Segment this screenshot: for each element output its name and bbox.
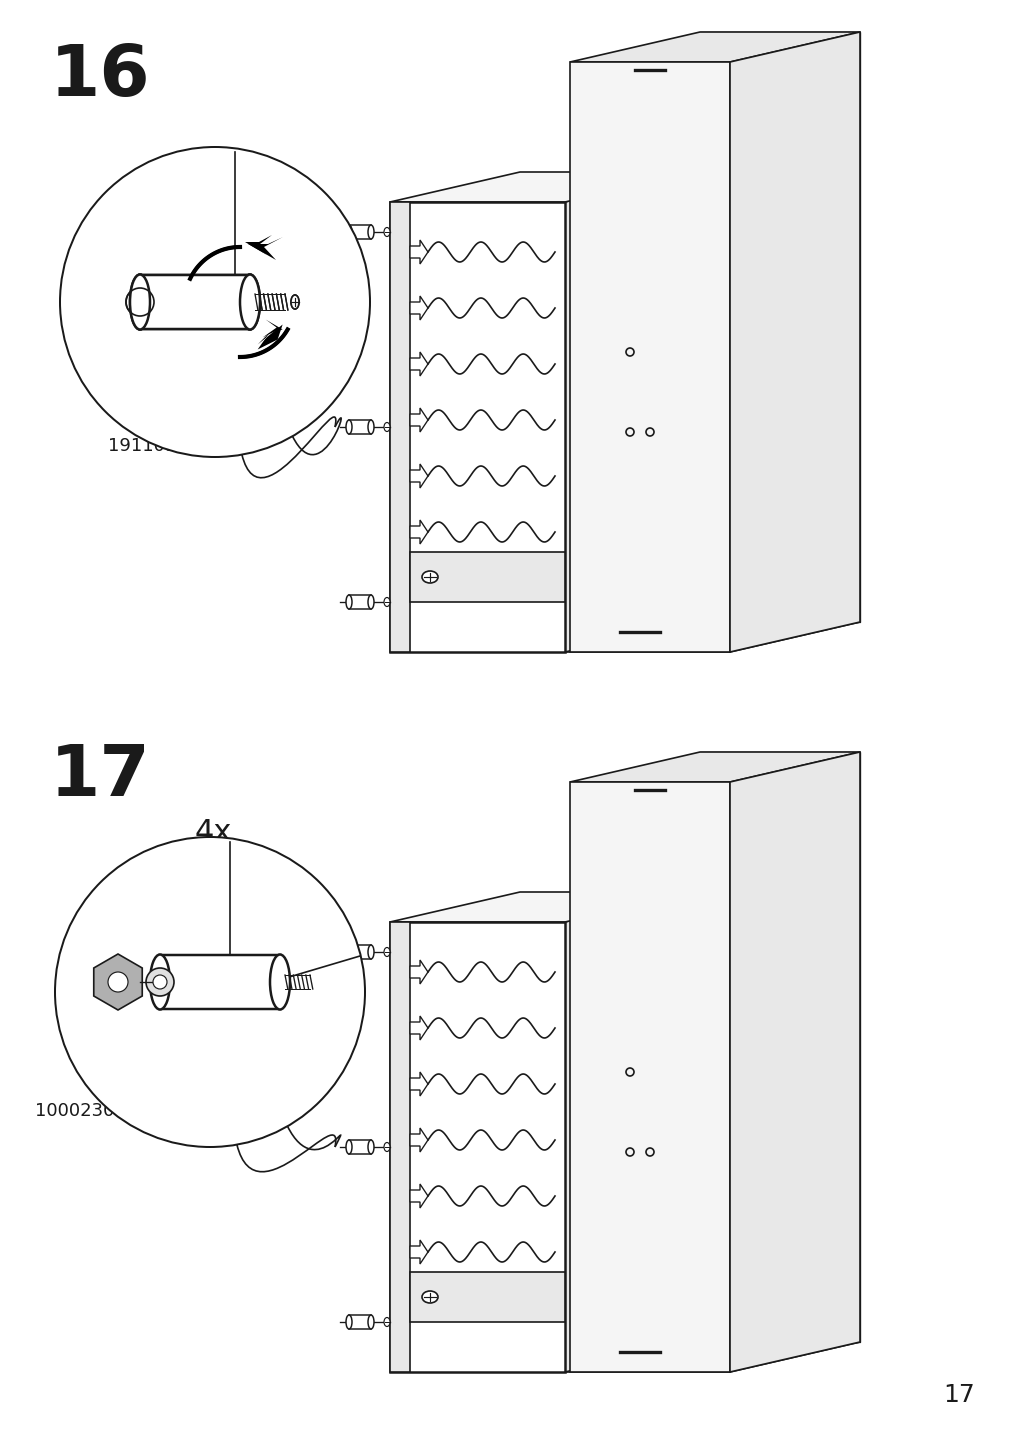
Ellipse shape — [150, 955, 170, 1010]
Text: 17: 17 — [942, 1383, 974, 1408]
Text: 17: 17 — [50, 742, 151, 811]
Text: 4x: 4x — [200, 147, 238, 176]
Circle shape — [153, 975, 167, 990]
Text: 191109: 191109 — [155, 1103, 223, 1120]
Ellipse shape — [368, 596, 374, 609]
Polygon shape — [409, 520, 428, 544]
Polygon shape — [349, 945, 371, 959]
Ellipse shape — [368, 420, 374, 434]
Polygon shape — [140, 275, 250, 329]
Ellipse shape — [383, 1143, 389, 1151]
Ellipse shape — [346, 1315, 352, 1329]
Circle shape — [146, 968, 174, 997]
Polygon shape — [409, 352, 428, 377]
Text: 191109: 191109 — [108, 437, 176, 455]
Ellipse shape — [346, 596, 352, 609]
Ellipse shape — [368, 1315, 374, 1329]
Ellipse shape — [129, 275, 150, 329]
Ellipse shape — [383, 422, 389, 431]
Ellipse shape — [240, 275, 260, 329]
Polygon shape — [569, 752, 859, 782]
Text: 10002300: 10002300 — [35, 1103, 125, 1120]
Text: 4x: 4x — [195, 818, 233, 846]
Polygon shape — [409, 1015, 428, 1040]
Ellipse shape — [383, 228, 389, 236]
Polygon shape — [700, 32, 859, 621]
Polygon shape — [263, 319, 282, 338]
Polygon shape — [94, 954, 143, 1010]
Ellipse shape — [383, 597, 389, 607]
Polygon shape — [389, 172, 695, 202]
Ellipse shape — [368, 945, 374, 959]
Ellipse shape — [422, 571, 438, 583]
Polygon shape — [389, 202, 564, 652]
Polygon shape — [409, 241, 428, 263]
Polygon shape — [349, 596, 371, 609]
Circle shape — [108, 972, 127, 992]
Polygon shape — [389, 892, 695, 922]
Polygon shape — [729, 32, 859, 652]
Polygon shape — [409, 464, 428, 488]
Polygon shape — [349, 1315, 371, 1329]
Polygon shape — [569, 782, 729, 1372]
Polygon shape — [700, 752, 859, 1342]
Polygon shape — [258, 325, 282, 349]
Circle shape — [55, 836, 365, 1147]
Polygon shape — [349, 420, 371, 434]
Polygon shape — [409, 408, 428, 432]
Polygon shape — [160, 955, 280, 1010]
Ellipse shape — [346, 1140, 352, 1154]
Polygon shape — [409, 1272, 564, 1322]
Polygon shape — [389, 621, 859, 652]
Ellipse shape — [129, 275, 150, 329]
Circle shape — [60, 147, 370, 457]
Polygon shape — [389, 202, 409, 652]
Ellipse shape — [291, 295, 298, 309]
Ellipse shape — [346, 945, 352, 959]
Ellipse shape — [368, 225, 374, 239]
Text: 16: 16 — [50, 42, 151, 112]
Polygon shape — [389, 922, 564, 1372]
Ellipse shape — [240, 275, 260, 329]
Ellipse shape — [368, 1140, 374, 1154]
Polygon shape — [389, 922, 409, 1372]
Polygon shape — [409, 1240, 428, 1264]
Polygon shape — [564, 892, 695, 1372]
Ellipse shape — [291, 295, 298, 309]
Polygon shape — [409, 551, 564, 601]
Ellipse shape — [346, 225, 352, 239]
Ellipse shape — [422, 1292, 438, 1303]
Polygon shape — [248, 238, 283, 261]
Polygon shape — [569, 32, 859, 62]
Polygon shape — [409, 1184, 428, 1209]
Ellipse shape — [383, 1317, 389, 1326]
Polygon shape — [409, 1128, 428, 1151]
Polygon shape — [349, 1140, 371, 1154]
Polygon shape — [409, 296, 428, 319]
Polygon shape — [564, 172, 695, 652]
Polygon shape — [349, 225, 371, 239]
Ellipse shape — [270, 955, 290, 1010]
Polygon shape — [729, 752, 859, 1372]
Polygon shape — [245, 235, 272, 255]
Ellipse shape — [346, 420, 352, 434]
Ellipse shape — [383, 948, 389, 957]
Polygon shape — [389, 1342, 859, 1372]
Polygon shape — [569, 62, 729, 652]
Polygon shape — [409, 1073, 428, 1095]
Polygon shape — [140, 275, 250, 329]
Polygon shape — [409, 959, 428, 984]
